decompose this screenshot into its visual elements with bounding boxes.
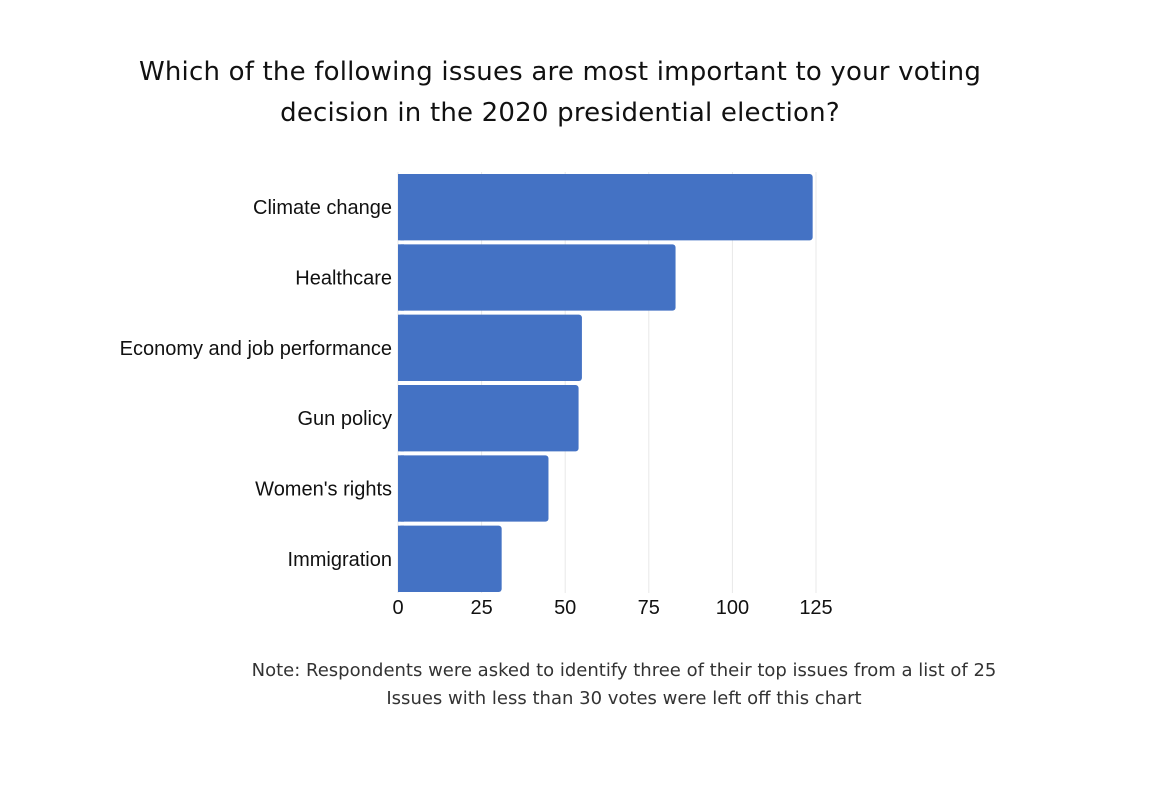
bar-1 xyxy=(398,244,676,311)
bar-2 xyxy=(398,314,582,381)
x-tick-label-3: 75 xyxy=(638,597,660,619)
x-tick-label-2: 50 xyxy=(554,597,576,619)
bar-base-4 xyxy=(398,455,404,522)
bar-base-2 xyxy=(398,314,404,381)
chart-note: Note: Respondents were asked to identify… xyxy=(174,657,1074,713)
x-tick-label-0: 0 xyxy=(392,597,403,619)
bar-4 xyxy=(398,455,549,522)
chart-title-line-2: decision in the 2020 presidential electi… xyxy=(280,98,840,128)
chart-note-line-2: Issues with less than 30 votes were left… xyxy=(386,688,862,709)
bar-base-0 xyxy=(398,174,404,241)
bar-base-3 xyxy=(398,385,404,452)
bar-base-1 xyxy=(398,244,404,311)
chart-title: Which of the following issues are most i… xyxy=(40,52,1080,134)
x-tick-label-1: 25 xyxy=(470,597,492,619)
category-label-2: Economy and job performance xyxy=(120,338,392,360)
chart-title-line-1: Which of the following issues are most i… xyxy=(138,57,982,87)
x-tick-label-4: 100 xyxy=(716,597,749,619)
category-label-5: Immigration xyxy=(288,549,392,571)
category-label-1: Healthcare xyxy=(295,268,392,290)
category-label-4: Women's rights xyxy=(255,479,392,501)
category-label-3: Gun policy xyxy=(298,408,393,430)
bar-5 xyxy=(398,525,502,592)
x-tick-label-5: 125 xyxy=(799,597,832,619)
bar-base-5 xyxy=(398,525,404,592)
chart-note-line-1: Note: Respondents were asked to identify… xyxy=(251,660,997,681)
bar-0 xyxy=(398,174,813,241)
category-label-0: Climate change xyxy=(253,197,392,219)
bar-3 xyxy=(398,385,579,452)
